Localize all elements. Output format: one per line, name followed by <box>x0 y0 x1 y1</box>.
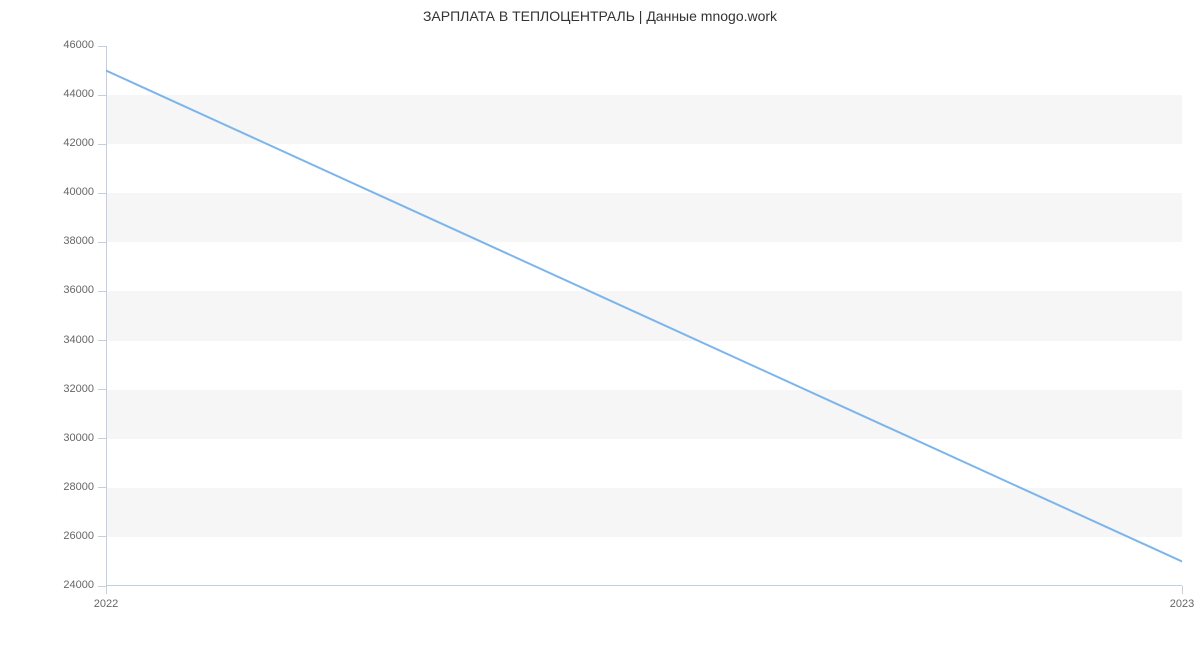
y-tick-label: 24000 <box>50 579 94 591</box>
y-tick-label: 32000 <box>50 383 94 395</box>
y-tick-mark <box>98 340 106 341</box>
series-layer <box>106 46 1182 586</box>
y-tick-label: 28000 <box>50 481 94 493</box>
chart-container: ЗАРПЛАТА В ТЕПЛОЦЕНТРАЛЬ | Данные mnogo.… <box>0 0 1200 650</box>
y-tick-mark <box>98 438 106 439</box>
y-tick-mark <box>98 389 106 390</box>
y-tick-label: 36000 <box>50 284 94 296</box>
y-tick-mark <box>98 46 106 47</box>
y-tick-label: 40000 <box>50 186 94 198</box>
x-tick-label: 2022 <box>76 598 136 610</box>
series-line-salary <box>106 71 1182 562</box>
y-tick-mark <box>98 95 106 96</box>
y-tick-mark <box>98 536 106 537</box>
y-tick-label: 44000 <box>50 88 94 100</box>
y-tick-label: 26000 <box>50 530 94 542</box>
y-tick-label: 46000 <box>50 39 94 51</box>
y-tick-label: 34000 <box>50 334 94 346</box>
plot-area: 2400026000280003000032000340003600038000… <box>106 46 1182 586</box>
y-tick-label: 42000 <box>50 137 94 149</box>
x-tick-mark <box>1182 586 1183 594</box>
y-tick-mark <box>98 242 106 243</box>
x-tick-label: 2023 <box>1152 598 1200 610</box>
y-tick-label: 38000 <box>50 235 94 247</box>
chart-title: ЗАРПЛАТА В ТЕПЛОЦЕНТРАЛЬ | Данные mnogo.… <box>0 8 1200 24</box>
y-tick-mark <box>98 291 106 292</box>
y-tick-mark <box>98 144 106 145</box>
x-tick-mark <box>106 586 107 594</box>
y-tick-label: 30000 <box>50 432 94 444</box>
y-tick-mark <box>98 487 106 488</box>
y-tick-mark <box>98 193 106 194</box>
